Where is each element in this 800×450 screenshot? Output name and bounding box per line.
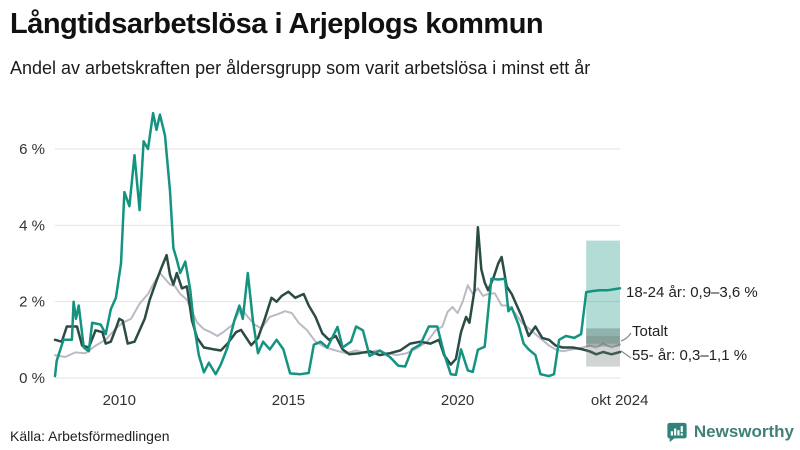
source-note: Källa: Arbetsförmedlingen	[10, 428, 170, 444]
chart-title: Långtidsarbetslösa i Arjeplogs kommun	[10, 8, 544, 40]
series-line-18-24-r	[53, 111, 622, 378]
series-line-totalt	[54, 272, 621, 358]
y-tick-label: 2 %	[19, 294, 45, 311]
uncertainty-band-totalt	[586, 328, 620, 347]
newsworthy-icon	[667, 422, 687, 443]
label-connector-totalt	[620, 332, 632, 342]
series-label-55: 55- år: 0,3–1,1 %	[632, 347, 748, 364]
x-tick-label: 2010	[103, 392, 136, 409]
y-tick-label: 6 %	[19, 141, 45, 158]
brand-logo: Newsworthy	[666, 421, 794, 443]
y-tick-label: 4 %	[19, 217, 45, 234]
series-label-18-24: 18-24 år: 0,9–3,6 %	[626, 284, 758, 301]
brand-name: Newsworthy	[693, 422, 794, 441]
x-tick-label: okt 2024	[591, 392, 649, 409]
label-connector-55	[620, 350, 632, 359]
series-line-55-r	[53, 225, 622, 366]
x-tick-label: 2015	[272, 392, 305, 409]
y-tick-label: 0 %	[19, 370, 45, 387]
uncertainty-band-55-r	[586, 336, 620, 367]
series-label-totalt: Totalt	[632, 323, 668, 340]
x-tick-label: 2020	[441, 392, 474, 409]
chart-subtitle: Andel av arbetskraften per åldersgrupp s…	[10, 58, 591, 78]
